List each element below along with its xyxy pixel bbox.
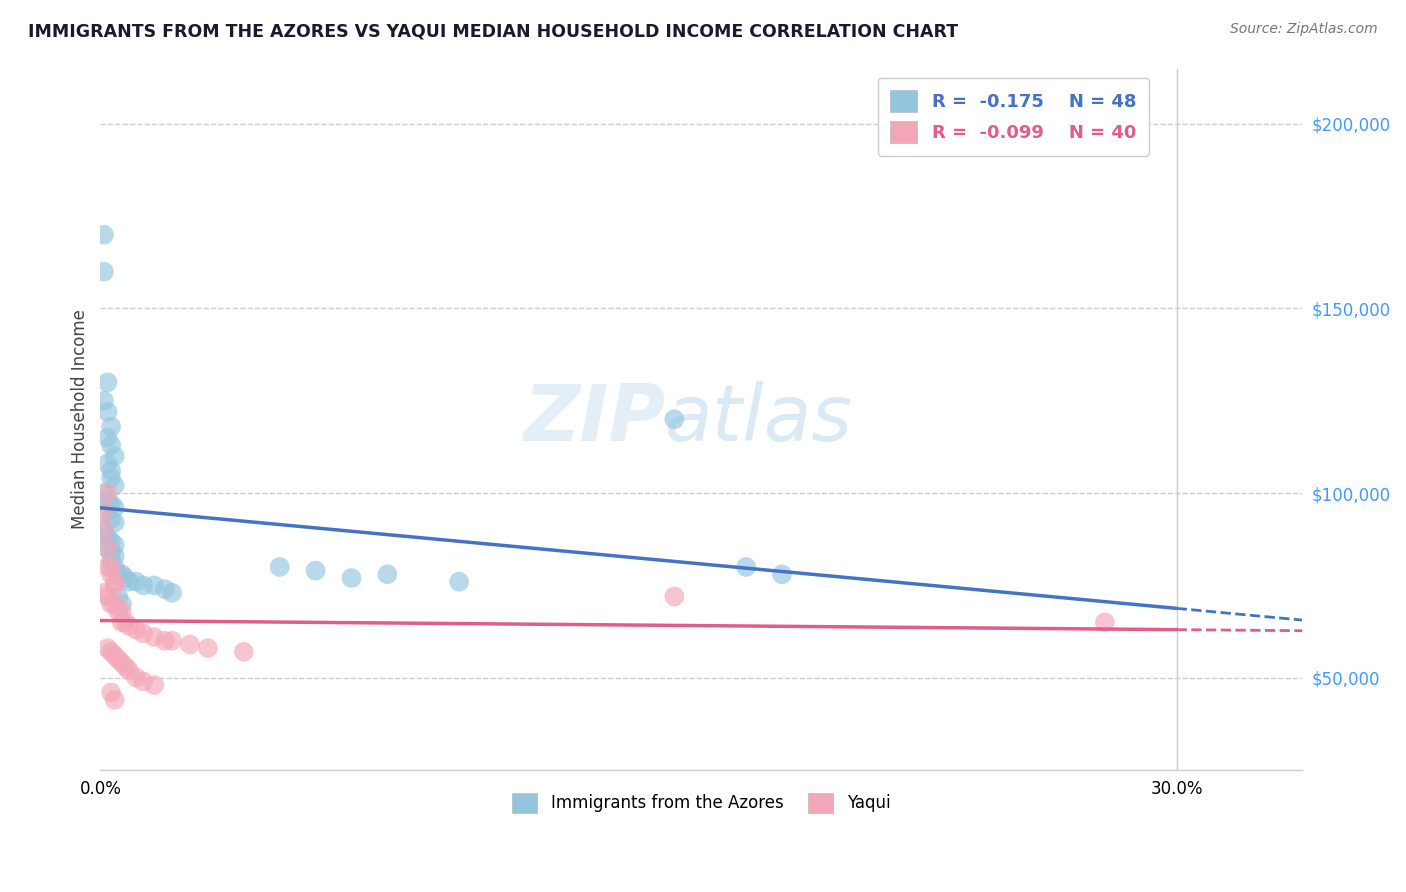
Point	[125, 623, 148, 637]
Point	[449, 574, 471, 589]
Text: Source: ZipAtlas.com: Source: ZipAtlas.com	[1230, 22, 1378, 37]
Point	[93, 486, 115, 500]
Point	[104, 574, 127, 589]
Point	[104, 549, 127, 563]
Point	[104, 516, 127, 530]
Text: IMMIGRANTS FROM THE AZORES VS YAQUI MEDIAN HOUSEHOLD INCOME CORRELATION CHART: IMMIGRANTS FROM THE AZORES VS YAQUI MEDI…	[28, 22, 959, 40]
Point	[100, 464, 122, 478]
Point	[770, 567, 793, 582]
Point	[132, 626, 155, 640]
Point	[107, 604, 129, 618]
Point	[96, 431, 118, 445]
Point	[100, 545, 122, 559]
Point	[111, 597, 134, 611]
Point	[96, 560, 118, 574]
Point	[100, 552, 122, 566]
Legend: Immigrants from the Azores, Yaqui: Immigrants from the Azores, Yaqui	[501, 781, 901, 825]
Point	[160, 586, 183, 600]
Point	[104, 500, 127, 515]
Point	[93, 504, 115, 518]
Point	[118, 619, 141, 633]
Point	[93, 264, 115, 278]
Point	[132, 674, 155, 689]
Point	[1094, 615, 1116, 630]
Point	[179, 638, 201, 652]
Point	[96, 486, 118, 500]
Point	[125, 671, 148, 685]
Text: ZIP: ZIP	[523, 381, 665, 458]
Point	[664, 412, 686, 426]
Point	[100, 471, 122, 485]
Point	[153, 582, 176, 596]
Point	[100, 560, 122, 574]
Point	[93, 523, 115, 537]
Point	[100, 497, 122, 511]
Point	[100, 419, 122, 434]
Point	[96, 376, 118, 390]
Point	[104, 449, 127, 463]
Point	[96, 504, 118, 518]
Point	[96, 541, 118, 556]
Point	[104, 479, 127, 493]
Point	[107, 567, 129, 582]
Point	[143, 578, 166, 592]
Point	[375, 567, 398, 582]
Point	[143, 630, 166, 644]
Point	[96, 493, 118, 508]
Point	[100, 438, 122, 452]
Point	[111, 604, 134, 618]
Point	[96, 590, 118, 604]
Point	[104, 538, 127, 552]
Point	[93, 227, 115, 242]
Point	[160, 633, 183, 648]
Point	[735, 560, 758, 574]
Text: atlas: atlas	[665, 381, 853, 458]
Point	[118, 663, 141, 677]
Point	[114, 659, 136, 673]
Point	[114, 615, 136, 630]
Point	[100, 685, 122, 699]
Point	[664, 590, 686, 604]
Point	[107, 652, 129, 666]
Point	[96, 405, 118, 419]
Point	[104, 648, 127, 663]
Y-axis label: Median Household Income: Median Household Income	[72, 310, 89, 529]
Point	[232, 645, 254, 659]
Point	[96, 641, 118, 656]
Point	[93, 586, 115, 600]
Point	[100, 645, 122, 659]
Point	[125, 574, 148, 589]
Point	[118, 574, 141, 589]
Point	[197, 641, 219, 656]
Point	[93, 523, 115, 537]
Point	[111, 567, 134, 582]
Point	[340, 571, 363, 585]
Point	[111, 615, 134, 630]
Point	[96, 541, 118, 556]
Point	[104, 560, 127, 574]
Point	[269, 560, 291, 574]
Point	[100, 597, 122, 611]
Point	[104, 597, 127, 611]
Point	[107, 590, 129, 604]
Point	[153, 633, 176, 648]
Point	[111, 656, 134, 670]
Point	[93, 393, 115, 408]
Point	[96, 530, 118, 544]
Point	[143, 678, 166, 692]
Point	[104, 578, 127, 592]
Point	[304, 564, 326, 578]
Point	[96, 457, 118, 471]
Point	[114, 571, 136, 585]
Point	[104, 693, 127, 707]
Point	[100, 512, 122, 526]
Point	[132, 578, 155, 592]
Point	[100, 567, 122, 582]
Point	[100, 534, 122, 549]
